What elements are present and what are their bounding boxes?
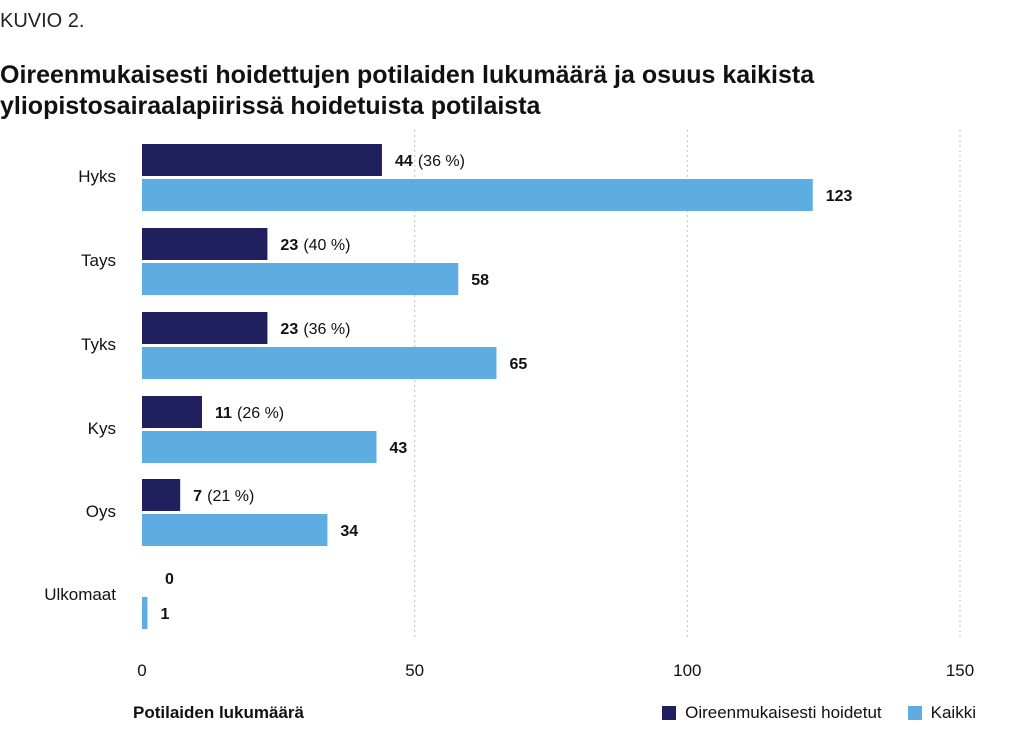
legend: Oireenmukaisesti hoidetut Kaikki	[636, 703, 976, 723]
x-tick-label: 150	[946, 661, 974, 680]
data-label-treated: 23	[280, 237, 298, 254]
data-label-all: 1	[160, 606, 169, 623]
data-label-treated: 0	[165, 571, 174, 588]
category-label: Kys	[88, 419, 116, 438]
figure-label: KUVIO 2.	[0, 10, 85, 32]
data-label-all: 43	[389, 440, 407, 457]
category-label: Tyks	[81, 335, 116, 354]
bar-all	[142, 347, 497, 379]
legend-item-all: Kaikki	[907, 703, 976, 723]
category-label: Oys	[86, 502, 116, 521]
x-tick-label: 0	[137, 661, 146, 680]
legend-swatch-all	[907, 706, 922, 720]
data-label-percent: (36 %)	[418, 153, 465, 170]
data-label-all: 34	[340, 523, 358, 540]
data-label-percent: (21 %)	[207, 488, 254, 505]
bar-treated	[142, 312, 268, 344]
data-label-all: 58	[471, 272, 489, 289]
bar-treated	[142, 396, 202, 428]
data-label-percent: (36 %)	[303, 321, 350, 338]
bar-all	[142, 597, 148, 629]
data-label-treated: 7	[193, 488, 202, 505]
data-label-percent: (40 %)	[303, 237, 350, 254]
legend-swatch-treated	[662, 706, 677, 720]
category-label: Hyks	[78, 167, 116, 186]
legend-label-treated: Oireenmukaisesti hoidetut	[685, 703, 882, 722]
bar-all	[142, 431, 377, 463]
legend-item-treated: Oireenmukaisesti hoidetut	[662, 703, 882, 723]
category-label: Ulkomaat	[44, 585, 116, 604]
data-label-treated: 23	[280, 321, 298, 338]
data-label-all: 65	[509, 356, 527, 373]
bar-all	[142, 514, 328, 546]
bar-treated	[142, 228, 268, 260]
data-label-all: 123	[826, 188, 853, 205]
chart-title: Oireenmukaisesti hoidettujen potilaiden …	[0, 61, 815, 120]
bar-treated	[142, 479, 181, 511]
data-label-treated: 44	[395, 153, 413, 170]
category-label: Tays	[81, 251, 116, 270]
data-label-treated: 11	[215, 405, 232, 422]
x-tick-label: 100	[673, 661, 701, 680]
x-axis-label: Potilaiden lukumäärä	[133, 703, 304, 722]
bar-all	[142, 263, 459, 295]
legend-label-all: Kaikki	[930, 703, 976, 722]
bar-treated	[142, 144, 382, 176]
bar-all	[142, 179, 813, 211]
data-label-percent: (26 %)	[237, 405, 284, 422]
x-tick-label: 50	[405, 661, 424, 680]
